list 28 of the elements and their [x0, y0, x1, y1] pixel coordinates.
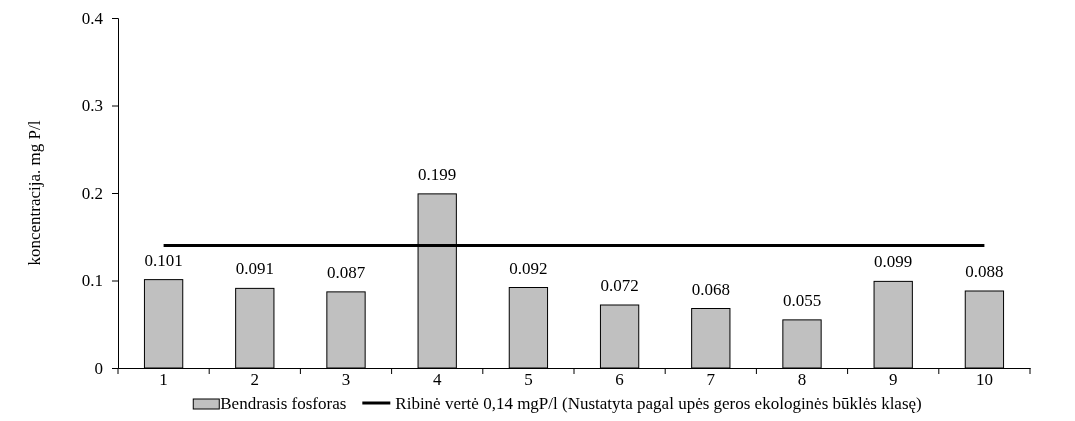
y-axis-title: koncentracija. mg P/l [25, 120, 44, 266]
data-label: 0.087 [326, 262, 366, 282]
x-tick-label: 9 [888, 370, 898, 389]
data-label: 0.091 [235, 259, 274, 279]
x-tick-label: 4 [432, 370, 442, 389]
x-tick-label: 7 [706, 370, 716, 389]
y-tick-label: 0.2 [81, 183, 103, 203]
data-label: 0.055 [782, 290, 822, 310]
legend-label: Bendrasis fosforas [220, 394, 347, 413]
x-tick-label: 8 [797, 370, 807, 389]
x-tick-label: 5 [524, 370, 533, 389]
data-label: 0.088 [965, 262, 1004, 281]
x-tick-label: 1 [159, 370, 168, 389]
y-tick-label: 0.4 [81, 8, 104, 28]
data-label: 0.101 [144, 250, 183, 270]
data-label: 0.072 [600, 276, 639, 295]
x-tick-label: 3 [341, 370, 351, 389]
y-tick-label: 0.3 [81, 96, 103, 116]
data-label: 0.092 [509, 258, 548, 278]
data-label: 0.068 [691, 279, 730, 299]
data-label: 0.099 [874, 252, 913, 272]
x-tick-label: 2 [250, 370, 260, 389]
x-tick-label: 6 [615, 370, 624, 389]
data-label: 0.199 [418, 164, 457, 184]
x-tick-label: 10 [975, 370, 993, 389]
legend-label: Ribinė vertė 0,14 mgP/l (Nustatyta pagal upės geros ekologinės būklės klasę) [395, 394, 922, 413]
y-tick-label: 0 [94, 358, 103, 378]
y-tick-label: 0.1 [81, 271, 103, 291]
